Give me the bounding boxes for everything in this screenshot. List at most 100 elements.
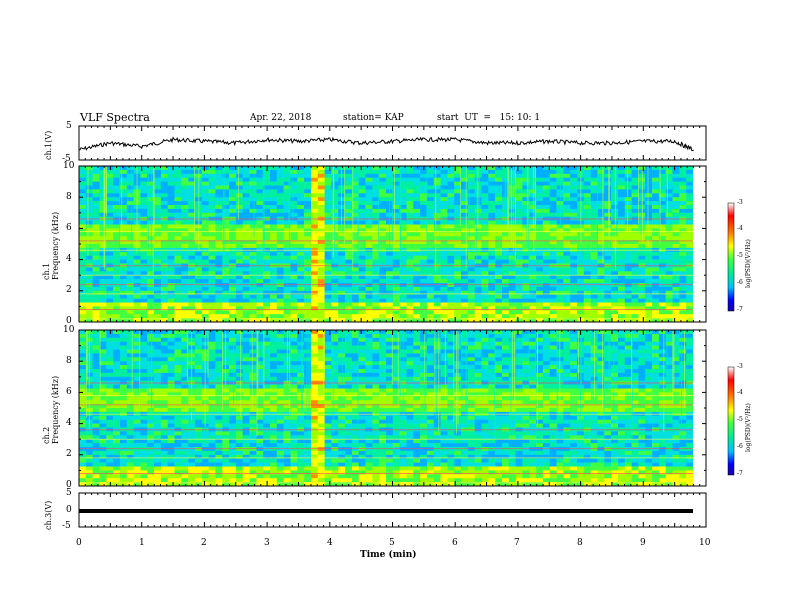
spectrogram-cell bbox=[474, 330, 482, 335]
spectrogram-cell bbox=[645, 271, 653, 276]
spectrogram-cell bbox=[242, 255, 250, 260]
spectrogram-cell bbox=[181, 372, 189, 378]
spectrogram-cell bbox=[283, 232, 291, 237]
spectrogram-cell bbox=[222, 212, 230, 217]
spectrogram-cell bbox=[140, 302, 148, 307]
spectrogram-cell bbox=[345, 361, 353, 366]
spectrogram-cell bbox=[577, 279, 585, 284]
spectrogram-cell bbox=[79, 353, 87, 358]
spectrogram-cell bbox=[208, 372, 216, 378]
spectrogram-cell bbox=[345, 333, 353, 339]
spectrogram-cell bbox=[611, 290, 619, 295]
spectrogram-cell bbox=[686, 361, 694, 366]
spectrogram-cell bbox=[317, 275, 325, 280]
spectrogram-cell bbox=[106, 302, 114, 307]
spectrogram-cell bbox=[549, 236, 557, 241]
spectrogram-cell bbox=[549, 232, 557, 237]
spectrogram-cell bbox=[311, 314, 319, 319]
spectrogram-cell bbox=[467, 205, 475, 210]
spectrogram-cell bbox=[126, 306, 134, 311]
spectrogram-cell bbox=[413, 330, 421, 335]
spectrogram-cell bbox=[147, 369, 155, 374]
spectrogram-cell bbox=[529, 372, 537, 378]
spectrogram-cell bbox=[208, 212, 216, 217]
spectrogram-cell bbox=[195, 369, 203, 374]
spectrogram-cell bbox=[522, 220, 530, 225]
spectrogram-cell bbox=[297, 201, 305, 206]
spectrogram-cell bbox=[515, 271, 523, 276]
spectrogram-cell bbox=[119, 384, 127, 389]
spectrogram-cell bbox=[195, 345, 203, 350]
spectrogram-cell bbox=[222, 189, 230, 194]
spectrogram-cell bbox=[154, 337, 162, 342]
spectrogram-cell bbox=[208, 357, 216, 362]
spectrogram-cell bbox=[556, 240, 564, 245]
spectrogram-cell bbox=[99, 357, 107, 362]
spectrogram-cell bbox=[154, 365, 162, 370]
spectrogram-cell bbox=[283, 259, 291, 264]
spectrogram-cell bbox=[542, 376, 550, 381]
spectrogram-cell bbox=[379, 298, 387, 303]
spectrogram-cell bbox=[106, 384, 114, 389]
spectrogram-cell bbox=[119, 169, 127, 175]
spectrogram-cell bbox=[290, 318, 298, 323]
spectrogram-cell bbox=[536, 372, 544, 378]
spectrogram-cell bbox=[645, 224, 653, 229]
spectrogram-cell bbox=[495, 251, 503, 256]
spectrogram-cell bbox=[379, 224, 387, 229]
spectrogram-cell bbox=[488, 177, 496, 182]
spectrogram-cell bbox=[426, 341, 434, 346]
spectrogram-cell bbox=[447, 345, 455, 350]
spectrogram-cell bbox=[256, 212, 264, 217]
spectrogram-cell bbox=[351, 259, 359, 264]
spectrogram-cell bbox=[495, 220, 503, 225]
spectrogram-cell bbox=[338, 345, 346, 350]
spectrogram-cell bbox=[283, 189, 291, 194]
spectrogram-cell bbox=[317, 353, 325, 358]
spectrogram-cell bbox=[536, 173, 544, 178]
spectrogram-cell bbox=[133, 318, 141, 323]
spectrogram-cell bbox=[256, 357, 264, 362]
spectrogram-cell bbox=[542, 369, 550, 374]
spectrogram-cell bbox=[222, 197, 230, 202]
spectrogram-cell bbox=[426, 333, 434, 339]
spectrogram-cell bbox=[85, 208, 93, 214]
spectrogram-cell bbox=[672, 244, 680, 249]
spectrogram-cell bbox=[406, 357, 414, 362]
spectrogram-cell bbox=[222, 384, 230, 389]
spectrogram-cell bbox=[331, 181, 339, 186]
spectrogram-cell bbox=[304, 294, 312, 299]
spectrogram-cell bbox=[160, 255, 168, 260]
spectrogram-cell bbox=[338, 279, 346, 284]
spectrogram-cell bbox=[195, 267, 203, 272]
spectrogram-cell bbox=[167, 232, 175, 237]
spectrogram-cell bbox=[392, 279, 400, 284]
spectrogram-cell bbox=[338, 349, 346, 354]
spectrogram-cell bbox=[160, 185, 168, 190]
spectrogram-cell bbox=[536, 318, 544, 323]
spectrogram-cell bbox=[215, 255, 223, 260]
spectrogram-cell bbox=[331, 310, 339, 315]
spectrogram-cell bbox=[413, 271, 421, 276]
spectrogram-cell bbox=[413, 369, 421, 374]
spectrogram-cell bbox=[270, 298, 278, 303]
spectrogram-cell bbox=[406, 189, 414, 194]
spectrogram-cell bbox=[167, 275, 175, 280]
spectrogram-cell bbox=[645, 314, 653, 319]
spectrogram-cell bbox=[406, 177, 414, 182]
spectrogram-cell bbox=[304, 345, 312, 350]
spectrogram-cell bbox=[406, 369, 414, 374]
spectrogram-cell bbox=[297, 361, 305, 366]
spectrogram-cell bbox=[624, 294, 632, 299]
spectrogram-cell bbox=[488, 279, 496, 284]
spectrogram-cell bbox=[563, 341, 571, 346]
spectrogram-cell bbox=[338, 353, 346, 358]
spectrogram-cell bbox=[79, 197, 87, 202]
spectrogram-cell bbox=[672, 318, 680, 323]
spectrogram-cell bbox=[270, 220, 278, 225]
spectrogram-cell bbox=[542, 372, 550, 378]
spectrogram-cell bbox=[542, 208, 550, 214]
spectrogram-cell bbox=[686, 173, 694, 178]
spectrogram-cell bbox=[99, 279, 107, 284]
spectrogram-cell bbox=[413, 181, 421, 186]
